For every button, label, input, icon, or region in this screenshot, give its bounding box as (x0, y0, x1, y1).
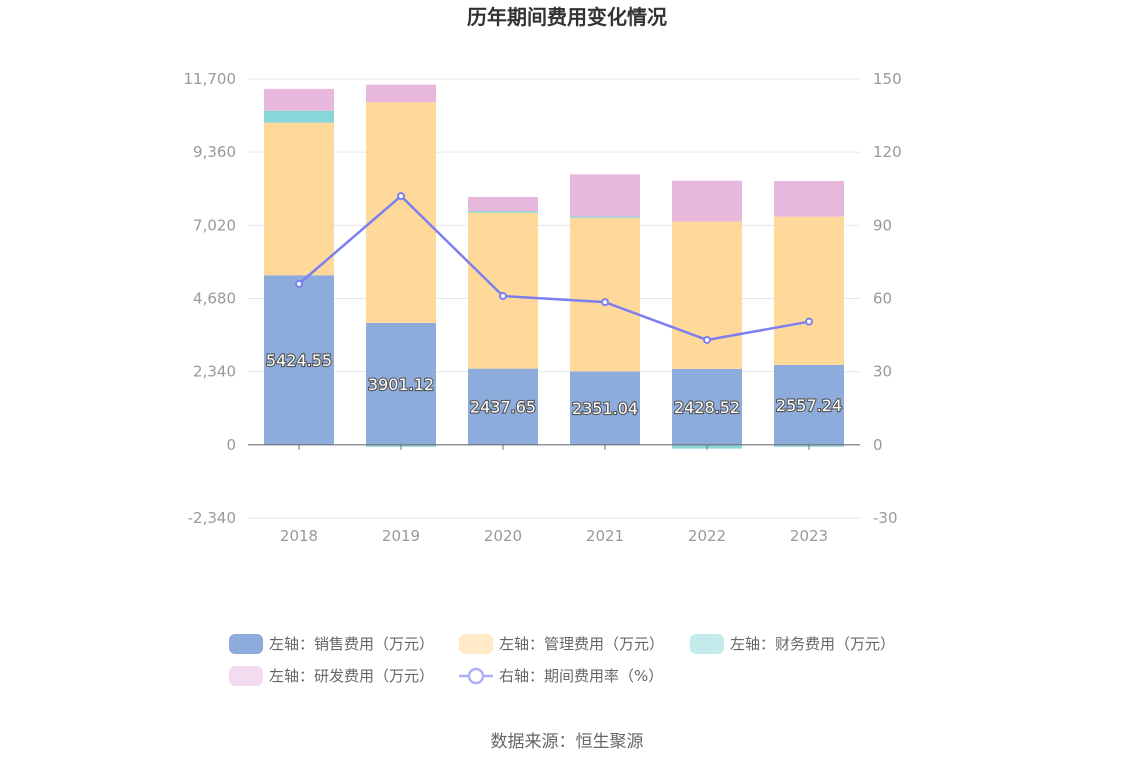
bar-value-label: 5424.55 (266, 351, 332, 370)
bar-segment[interactable] (468, 196, 538, 212)
left-tick-label: 2,340 (193, 363, 236, 381)
bar-value-label: 2428.52 (674, 398, 740, 417)
bar-labels: 5424.55 3901.12 2437.65 2351.04 2428.52 2557.… (265, 350, 843, 419)
right-axis-ticks: -30 0 30 60 90 120 150 (873, 70, 902, 527)
rate-point[interactable] (601, 298, 609, 307)
bar-segment[interactable] (366, 102, 436, 323)
category-label: 2019 (382, 527, 420, 545)
right-tick-label: 90 (873, 216, 892, 234)
legend-item[interactable]: 右轴：期间费用率（%） (459, 667, 663, 685)
legend-label: 左轴：销售费用（万元） (269, 635, 434, 653)
bar-segment[interactable] (468, 212, 538, 369)
left-tick-label: -2,340 (188, 509, 236, 527)
bar-segment[interactable] (264, 110, 334, 123)
legend-label: 左轴：管理费用（万元） (499, 635, 664, 653)
bar-segment[interactable] (366, 322, 436, 445)
bar-segment[interactable] (570, 371, 640, 445)
rate-point[interactable] (295, 279, 303, 288)
right-tick-label: 30 (873, 363, 892, 381)
legend-label: 左轴：研发费用（万元） (269, 667, 434, 685)
rate-point[interactable] (805, 317, 813, 326)
legend-swatch-icon (690, 634, 724, 654)
bar-value-label: 2437.65 (470, 398, 536, 417)
rate-point[interactable] (397, 192, 405, 201)
legend-label: 右轴：期间费用率（%） (499, 667, 663, 685)
bar-value-label: 2351.04 (572, 399, 638, 418)
left-tick-label: 4,680 (193, 290, 236, 308)
legend-swatch-icon (459, 634, 493, 654)
left-tick-label: 0 (226, 436, 236, 454)
right-tick-label: 120 (873, 143, 902, 161)
bar-segment[interactable] (774, 181, 844, 217)
category-label: 2020 (484, 527, 522, 545)
right-tick-label: -30 (873, 509, 898, 527)
chart-title: 历年期间费用变化情况 (467, 5, 667, 29)
legend-swatch-icon (229, 666, 263, 686)
rate-point[interactable] (499, 292, 507, 301)
right-tick-label: 60 (873, 290, 892, 308)
legend-label: 左轴：财务费用（万元） (730, 635, 895, 653)
right-tick-label: 150 (873, 70, 902, 88)
bar-segment[interactable] (672, 221, 742, 369)
bar-segment[interactable] (774, 364, 844, 445)
bar-value-label: 3901.12 (368, 375, 434, 394)
bar-segment[interactable] (570, 174, 640, 217)
legend[interactable]: 左轴：销售费用（万元） 左轴：管理费用（万元） 左轴：财务费用（万元） 左轴：研发费用… (229, 634, 895, 686)
left-axis-ticks: -2,340 0 2,340 4,680 7,020 9,360 11,700 (184, 70, 237, 527)
rate-line-path (298, 194, 810, 342)
data-source: 数据来源：恒生聚源 (491, 732, 644, 752)
legend-circle-icon (467, 667, 485, 685)
bar-segment[interactable] (264, 122, 334, 276)
right-tick-label: 0 (873, 436, 883, 454)
category-label: 2018 (280, 527, 318, 545)
left-tick-label: 11,700 (184, 70, 237, 88)
rate-point[interactable] (703, 335, 711, 344)
rate-line (295, 192, 813, 344)
bar-segment[interactable] (774, 216, 844, 365)
legend-item[interactable]: 左轴：财务费用（万元） (690, 634, 895, 654)
category-label: 2023 (790, 527, 828, 545)
bars (264, 84, 844, 449)
legend-item[interactable]: 左轴：管理费用（万元） (459, 634, 664, 654)
x-axis (248, 444, 860, 450)
bar-segment[interactable] (468, 368, 538, 445)
legend-item[interactable]: 左轴：销售费用（万元） (229, 634, 434, 654)
bar-segment[interactable] (264, 275, 334, 445)
legend-item[interactable]: 左轴：研发费用（万元） (229, 666, 434, 686)
category-label: 2022 (688, 527, 726, 545)
category-label: 2021 (586, 527, 624, 545)
left-tick-label: 7,020 (193, 216, 236, 234)
bar-value-label: 2557.24 (776, 396, 842, 415)
bar-segment[interactable] (468, 211, 538, 213)
bar-segment[interactable] (264, 88, 334, 111)
bar-segment[interactable] (570, 217, 640, 372)
bar-segment[interactable] (672, 368, 742, 445)
legend-swatch-icon (229, 634, 263, 654)
bar-segment[interactable] (570, 216, 640, 218)
bar-segment[interactable] (672, 180, 742, 222)
left-tick-label: 9,360 (193, 143, 236, 161)
category-labels: 2018 2019 2020 2021 2022 2023 (280, 527, 828, 545)
bar-segment[interactable] (366, 84, 436, 103)
